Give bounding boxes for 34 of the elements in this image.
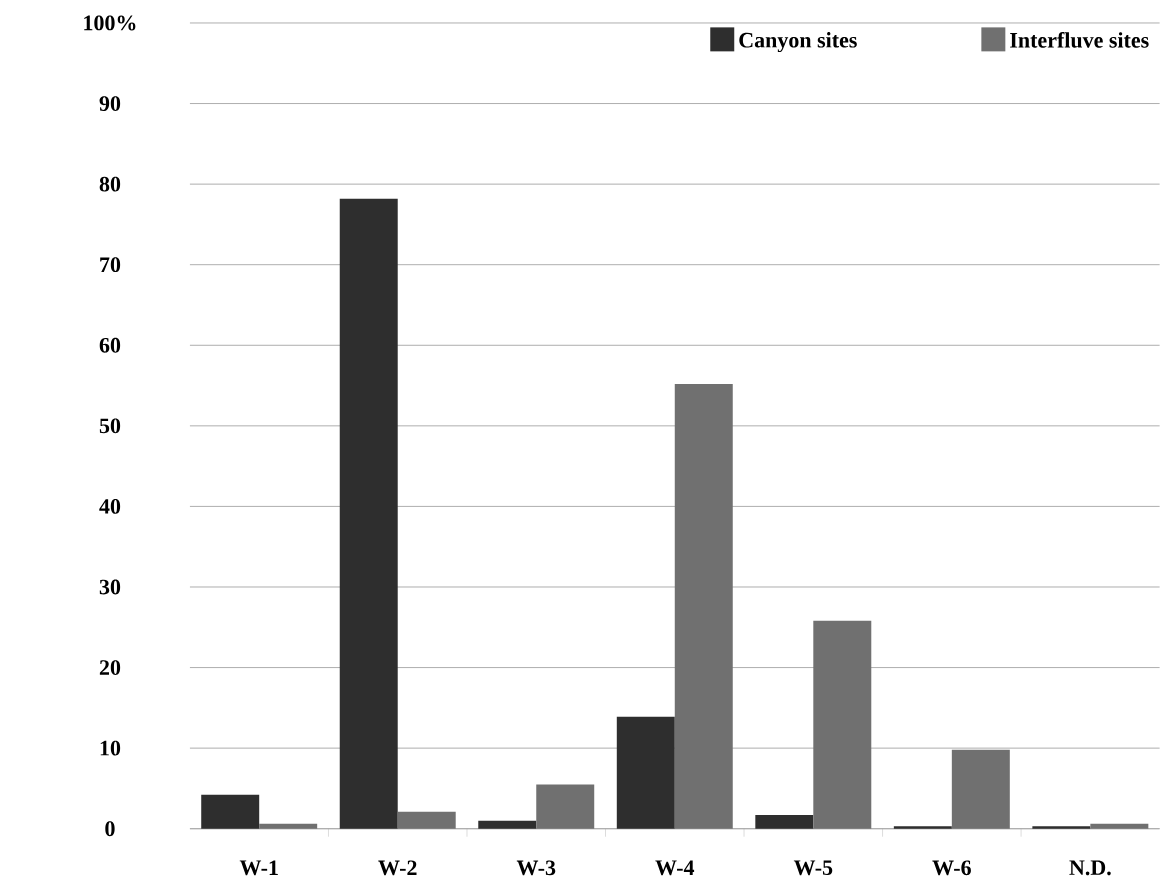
y-tick-label: 10 — [100, 740, 121, 756]
bar — [616, 716, 675, 829]
y-tick-label: 40 — [99, 499, 121, 515]
y-tick-label: 0 — [105, 821, 115, 837]
y-tick-label: 20 — [99, 660, 121, 676]
bar — [536, 784, 595, 829]
bar — [201, 795, 260, 829]
x-tick-label: W-6 — [932, 860, 971, 876]
y-tick-label: 100% — [84, 15, 136, 31]
legend-label: Canyon sites — [739, 32, 857, 53]
x-tick-label: W-1 — [239, 860, 278, 876]
x-tick-label: W-2 — [378, 860, 417, 876]
legend-label: Interfluve sites — [1010, 32, 1149, 48]
bar — [951, 749, 1010, 829]
x-tick-label: W-3 — [516, 860, 556, 876]
y-tick-label: 60 — [99, 338, 121, 353]
bar — [1090, 824, 1149, 829]
x-tick-label: W-4 — [655, 860, 695, 876]
y-tick-label: 80 — [99, 176, 121, 192]
bar — [674, 384, 733, 829]
y-tick-label: 90 — [99, 96, 121, 112]
y-tick-label: 30 — [99, 579, 121, 595]
y-tick-label: 70 — [100, 257, 121, 273]
bar — [1032, 826, 1091, 829]
x-tick-label: W-5 — [793, 860, 833, 876]
bar — [397, 811, 456, 829]
bar — [755, 815, 814, 829]
bar — [259, 824, 318, 829]
bar — [478, 820, 537, 829]
x-tick-label: N.D. — [1069, 860, 1111, 876]
bar — [813, 621, 872, 829]
y-tick-label: 50 — [99, 418, 121, 434]
bar — [339, 198, 398, 829]
bar — [893, 826, 952, 829]
